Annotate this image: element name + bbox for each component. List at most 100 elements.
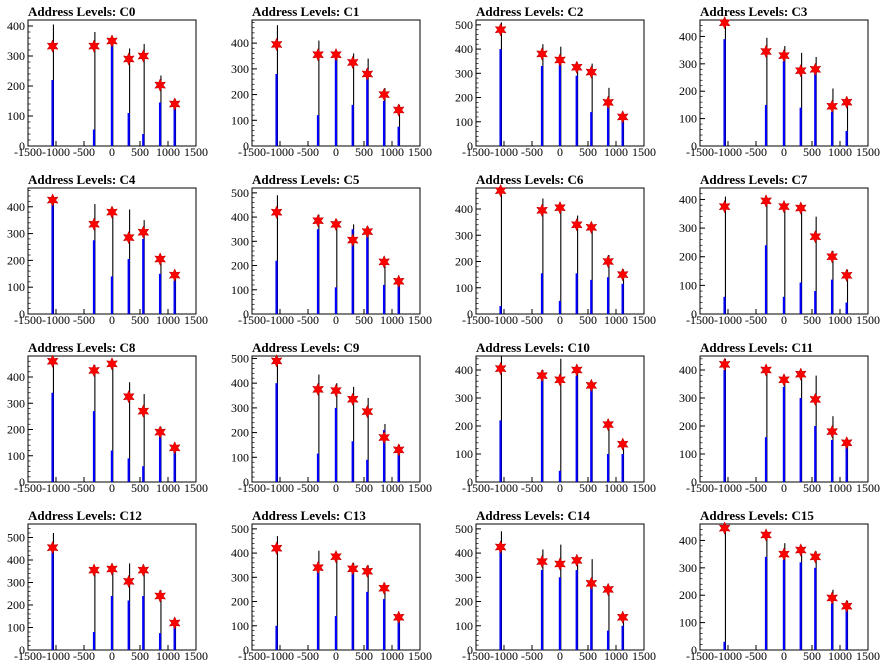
peak-star-marker (794, 63, 807, 78)
x-tick-label: -500 (297, 145, 319, 159)
y-tick-label: 400 (231, 546, 249, 560)
x-tick-label: -1000 (266, 145, 294, 159)
y-tick-label: 200 (7, 253, 25, 267)
x-tick-label: 1500 (856, 145, 880, 159)
x-tick-label: 1500 (856, 313, 880, 327)
y-tick-label: 100 (7, 280, 25, 294)
peak-star-marker (270, 205, 283, 220)
histogram-spike-blue (275, 74, 278, 146)
x-tick-label: -500 (73, 145, 95, 159)
peak-star-marker (494, 540, 507, 554)
histogram-spike-blue (558, 470, 561, 482)
y-tick-label: 100 (455, 447, 473, 461)
chart-panel-c3: Address Levels: C3 0 100 200 300 400 -1500 -100… (672, 0, 896, 168)
y-tick-label: 0 (467, 475, 473, 489)
peak-star-marker (494, 22, 507, 37)
histogram-spike-blue (558, 577, 561, 650)
y-tick-label: 200 (7, 423, 25, 437)
histogram-spike-blue (382, 599, 386, 650)
histogram-spike-blue (351, 104, 354, 146)
x-tick-label: 0 (557, 649, 563, 663)
y-tick-label: 100 (455, 619, 473, 633)
y-tick-label: 300 (7, 227, 25, 241)
histogram-spike-blue (397, 126, 400, 146)
peak-star-marker (840, 599, 853, 613)
x-tick-label: -1500 (238, 649, 266, 663)
histogram-spike-blue (590, 587, 593, 650)
chart-svg: 0 100 200 300 400 500 -1500 -1000 -500 0 500 1000 15… (7, 523, 208, 663)
histogram-spike-blue (366, 591, 369, 650)
x-tick-label: 1500 (184, 313, 208, 327)
chart-title: Address Levels: C13 (252, 508, 366, 523)
x-tick-label: 1000 (156, 145, 180, 159)
y-tick-label: 400 (7, 370, 25, 384)
x-tick-label: -500 (297, 313, 319, 327)
x-tick-label: 0 (781, 649, 787, 663)
histogram-spike-blue (51, 392, 54, 482)
x-tick-label: 1500 (632, 145, 656, 159)
y-tick-label: 0 (467, 307, 473, 321)
peak-star-marker (570, 553, 583, 568)
peak-star-marker (760, 194, 772, 208)
chart-svg: 0 100 200 300 400 500 -1500 -1000 -500 0 500 1000 15… (231, 186, 432, 327)
histogram-spike-blue (764, 437, 768, 482)
chart-panel-c10: Address Levels: C10 0 100 200 300 400 -1500 -10… (448, 336, 672, 504)
peak-star-marker (361, 404, 374, 419)
y-tick-label: 400 (455, 363, 473, 377)
y-tick-label: 200 (455, 595, 473, 609)
peak-star-marker (154, 589, 167, 603)
peak-star-marker (330, 383, 342, 398)
x-tick-label: -1500 (686, 145, 714, 159)
histogram-spike-blue (173, 450, 176, 482)
peak-star-marker (312, 382, 324, 397)
histogram-spike-blue (173, 625, 176, 650)
peak-star-marker (718, 521, 731, 535)
x-tick-label: -500 (521, 313, 543, 327)
x-tick-label: 0 (333, 649, 339, 663)
x-tick-label: -1500 (14, 145, 42, 159)
peak-star-marker (346, 392, 359, 407)
y-tick-label: 500 (231, 351, 249, 365)
peak-star-marker (616, 610, 629, 625)
peak-star-marker (585, 220, 598, 235)
histogram-spike-blue (316, 570, 320, 650)
chart-title: Address Levels: C6 (476, 172, 584, 187)
x-tick-label: -500 (745, 649, 767, 663)
x-tick-label: 500 (355, 145, 373, 159)
histogram-spike-blue (366, 236, 369, 314)
histogram-spike-blue (782, 386, 785, 482)
chart-title: Address Levels: C1 (252, 4, 360, 19)
x-tick-label: -1000 (266, 649, 294, 663)
histogram-spike-blue (540, 273, 544, 314)
y-tick-label: 400 (231, 376, 249, 390)
histogram-spike-blue (334, 58, 337, 147)
x-tick-label: -1500 (462, 649, 490, 663)
x-tick-label: 0 (557, 145, 563, 159)
x-tick-label: 1500 (184, 649, 208, 663)
histogram-spike-blue (830, 440, 834, 482)
chart-title: Address Levels: C4 (28, 172, 136, 187)
y-tick-label: 500 (7, 531, 25, 545)
peak-star-marker (826, 591, 839, 605)
peak-star-marker (794, 201, 807, 215)
histogram-spike-blue (799, 282, 802, 314)
peak-star-marker (392, 103, 405, 117)
histogram-spike-blue (110, 276, 113, 314)
x-tick-label: -1000 (490, 145, 518, 159)
histogram-spike-blue (366, 459, 369, 482)
x-tick-label: -500 (745, 313, 767, 327)
x-tick-label: -1000 (266, 313, 294, 327)
peak-star-marker (536, 368, 548, 383)
histogram-spike-blue (606, 454, 610, 482)
y-tick-label: 100 (679, 447, 697, 461)
peak-star-marker (46, 193, 59, 207)
peak-star-marker (137, 225, 150, 240)
y-tick-label: 0 (691, 307, 697, 321)
x-tick-label: -1500 (14, 313, 42, 327)
chart-title: Address Levels: C8 (28, 340, 136, 355)
y-tick-label: 200 (455, 419, 473, 433)
peak-star-marker (346, 233, 359, 247)
x-tick-label: -1000 (42, 145, 70, 159)
y-tick-label: 0 (19, 139, 25, 153)
y-tick-label: 0 (691, 139, 697, 153)
